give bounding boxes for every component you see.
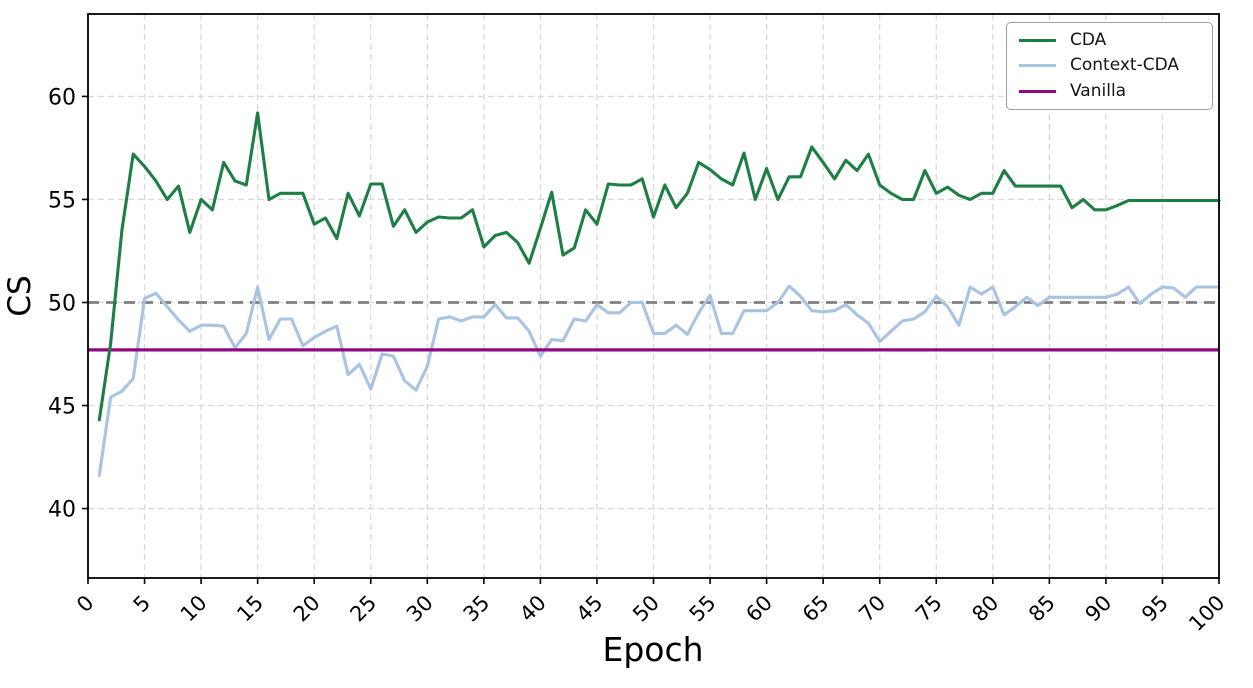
y-axis-label: CS — [2, 275, 38, 316]
legend-label-cda: CDA — [1070, 30, 1107, 51]
x-tick-label: 20 — [289, 591, 325, 627]
x-tick-label: 65 — [798, 591, 834, 627]
legend: CDA Context-CDA Vanilla — [1006, 22, 1213, 110]
x-tick-label: 95 — [1137, 591, 1173, 627]
x-tick-label: 45 — [572, 591, 608, 627]
x-tick-label: 35 — [459, 591, 495, 627]
x-tick-label: 25 — [345, 591, 381, 627]
x-tick-label: 80 — [967, 591, 1003, 627]
y-tick-label: 50 — [48, 291, 76, 316]
x-tick-label: 5 — [129, 591, 155, 617]
legend-item-context-cda: Context-CDA — [1019, 57, 1200, 74]
y-tick-label: 40 — [48, 498, 76, 523]
legend-label-vanilla: Vanilla — [1070, 80, 1127, 101]
x-tick-label: 60 — [741, 591, 777, 627]
y-tick-label: 55 — [48, 188, 76, 213]
x-tick-label: 50 — [628, 591, 664, 627]
series-line-context-cda — [97, 284, 1221, 478]
x-tick-label: 15 — [232, 591, 268, 627]
x-axis-label: Epoch — [602, 630, 703, 669]
legend-item-cda: CDA — [1019, 32, 1200, 49]
x-tick-label: 100 — [1184, 591, 1229, 636]
legend-label-context-cda: Context-CDA — [1070, 55, 1180, 76]
legend-item-vanilla: Vanilla — [1019, 80, 1200, 101]
y-tick-label: 45 — [48, 395, 76, 420]
context-cda-line-swatch — [1019, 64, 1056, 68]
x-tick-label: 75 — [911, 591, 947, 627]
x-tick-label: 10 — [176, 591, 212, 627]
y-tick-label: 60 — [48, 85, 76, 110]
x-tick-label: 30 — [402, 591, 438, 627]
series-layer — [88, 111, 1221, 478]
tick-label-layer: 0 5 10 15 20 25 30 35 40 45 50 55 60 65 70 75 80 85 90 95 10… — [48, 85, 1230, 635]
x-tick-label: 40 — [515, 591, 551, 627]
series-line-cda — [97, 111, 1221, 422]
x-tick-label: 85 — [1024, 591, 1060, 627]
x-tick-label: 55 — [685, 591, 721, 627]
cda-line-swatch — [1019, 39, 1056, 43]
x-tick-label: 90 — [1081, 591, 1117, 627]
vanilla-line-swatch — [1019, 89, 1056, 93]
axes-layer — [82, 13, 1220, 584]
x-tick-label: 70 — [854, 591, 890, 627]
x-tick-label: 0 — [72, 591, 98, 617]
